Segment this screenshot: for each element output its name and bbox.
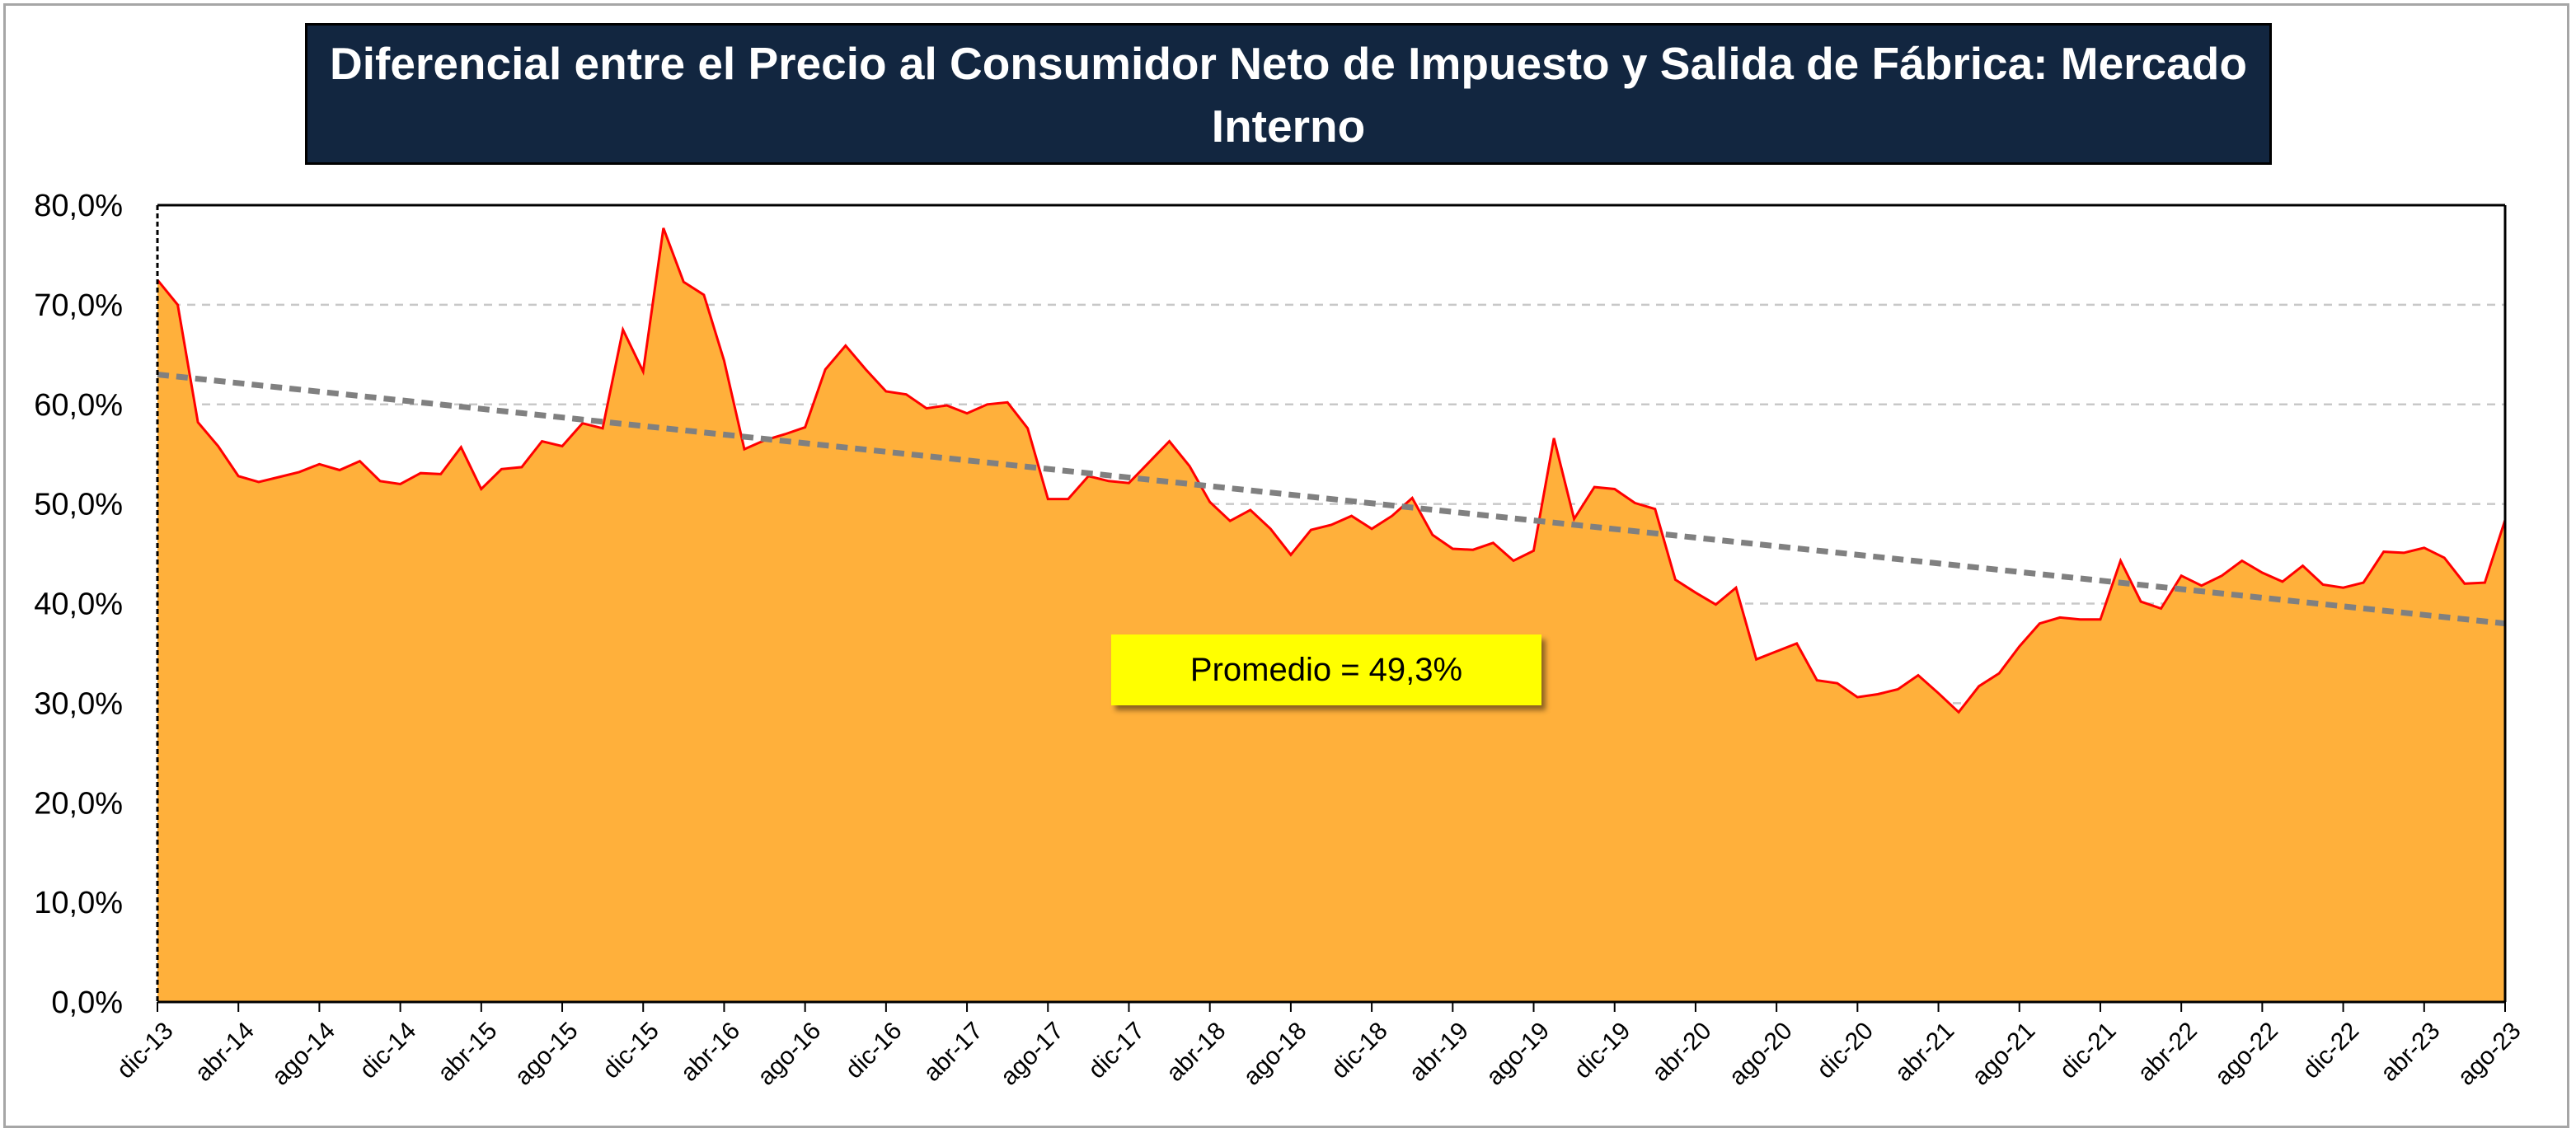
y-tick-label: 0,0% bbox=[51, 986, 123, 1020]
chart-title: Diferencial entre el Precio al Consumido… bbox=[305, 23, 2272, 165]
y-tick-label: 70,0% bbox=[34, 288, 123, 323]
y-tick-labels: 0,0% 10,0% 20,0% 30,0% 40,0% 50,0% 60,0% 70,0% 8… bbox=[34, 189, 123, 1020]
x-tick-label: ago-16 bbox=[753, 1017, 826, 1090]
x-tick-label: abr-14 bbox=[190, 1017, 260, 1087]
x-tick-label: abr-18 bbox=[1161, 1017, 1232, 1087]
x-tick-label: abr-22 bbox=[2133, 1017, 2203, 1087]
x-tick-label: abr-19 bbox=[1404, 1017, 1474, 1087]
x-tick-label: abr-16 bbox=[675, 1017, 745, 1087]
x-tick-label: dic-13 bbox=[112, 1017, 179, 1084]
x-tick-label: abr-23 bbox=[2376, 1017, 2446, 1087]
trendline bbox=[157, 372, 2506, 627]
x-tick-labels: dic-13 abr-14 ago-14 dic-14 abr-15 ago-15 dic-… bbox=[112, 1017, 2527, 1090]
x-tick-label: ago-19 bbox=[1481, 1017, 1555, 1090]
x-tick-label: abr-21 bbox=[1890, 1017, 1960, 1087]
x-tick-label: dic-21 bbox=[2055, 1017, 2122, 1084]
x-tick-label: ago-20 bbox=[1724, 1017, 1797, 1090]
x-tick-label: dic-18 bbox=[1326, 1017, 1393, 1084]
y-tick-label: 40,0% bbox=[34, 588, 123, 622]
y-tick-label: 20,0% bbox=[34, 786, 123, 821]
area-series bbox=[156, 227, 2507, 1002]
x-tick-label: ago-18 bbox=[1238, 1017, 1311, 1090]
x-tick-label: ago-21 bbox=[1967, 1017, 2040, 1090]
x-tick-label: ago-14 bbox=[267, 1017, 340, 1090]
x-tick-label: dic-22 bbox=[2297, 1017, 2364, 1084]
x-tick-label: ago-17 bbox=[996, 1017, 1069, 1090]
x-tick-label: ago-23 bbox=[2452, 1017, 2526, 1090]
average-annotation: Promedio = 49,3% bbox=[1111, 634, 1541, 705]
y-tick-label: 50,0% bbox=[34, 488, 123, 522]
x-tick-label: dic-20 bbox=[1812, 1017, 1879, 1084]
x-tick-label: abr-17 bbox=[918, 1017, 988, 1087]
y-tick-label: 10,0% bbox=[34, 886, 123, 920]
y-tick-label: 60,0% bbox=[34, 388, 123, 423]
trend-line bbox=[157, 372, 2506, 627]
x-tick-label: ago-15 bbox=[509, 1017, 583, 1090]
x-tick-label: dic-14 bbox=[354, 1017, 421, 1084]
x-tick-label: dic-17 bbox=[1083, 1017, 1150, 1084]
x-tick-label: abr-20 bbox=[1647, 1017, 1717, 1087]
x-tick-label: dic-15 bbox=[598, 1017, 664, 1084]
x-tick-label: abr-15 bbox=[433, 1017, 503, 1087]
axes bbox=[156, 204, 2507, 1012]
x-tick-label: ago-22 bbox=[2210, 1017, 2283, 1090]
y-tick-label: 80,0% bbox=[34, 189, 123, 223]
x-tick-label: dic-19 bbox=[1569, 1017, 1635, 1084]
x-tick-label: dic-16 bbox=[840, 1017, 907, 1084]
y-tick-label: 30,0% bbox=[34, 686, 123, 721]
series-line bbox=[156, 227, 2507, 714]
area-fill bbox=[157, 227, 2505, 1002]
